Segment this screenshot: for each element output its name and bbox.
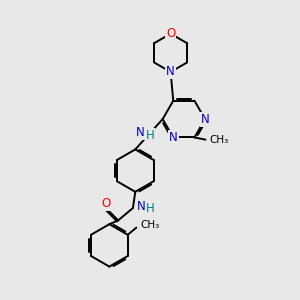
Text: O: O xyxy=(166,27,175,40)
Text: CH₃: CH₃ xyxy=(210,135,229,145)
Text: N: N xyxy=(136,126,145,139)
Text: H: H xyxy=(146,129,154,142)
Text: N: N xyxy=(169,131,178,144)
Text: O: O xyxy=(101,197,110,210)
Text: H: H xyxy=(146,202,155,215)
Text: N: N xyxy=(137,200,146,213)
Text: N: N xyxy=(201,112,209,126)
Text: N: N xyxy=(166,65,175,79)
Text: CH₃: CH₃ xyxy=(140,220,159,230)
